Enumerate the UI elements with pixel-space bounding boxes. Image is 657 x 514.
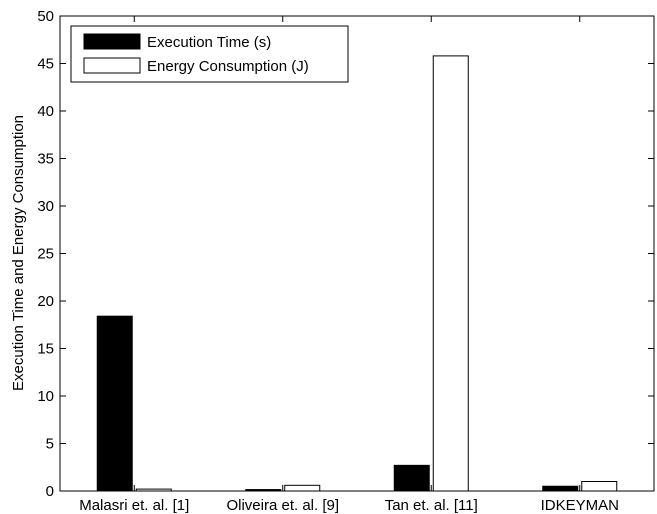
legend-swatch-execution-time — [83, 33, 141, 50]
x-tick-label: Malasri et. al. [1] — [79, 497, 189, 514]
x-tick-label: Oliveira et. al. [9] — [226, 497, 339, 514]
y-tick-label: 10 — [37, 388, 54, 405]
y-tick-label: 15 — [37, 341, 54, 358]
y-axis-label: Execution Time and Energy Consumption — [10, 115, 27, 391]
bar-energy-consumption-4 — [581, 481, 618, 492]
plot-frame — [59, 15, 655, 492]
legend-label-energy-consumption: Energy Consumption (J) — [147, 58, 309, 75]
y-tick-label: 0 — [46, 483, 54, 500]
x-tick-label: Tan et. al. [11] — [385, 497, 478, 514]
y-tick-label: 35 — [37, 151, 54, 168]
y-tick-label: 40 — [37, 103, 54, 120]
y-tick-label: 45 — [37, 56, 54, 73]
y-tick-label: 25 — [37, 246, 54, 263]
y-tick-label: 20 — [37, 293, 54, 310]
bar-execution-time-4 — [542, 485, 579, 492]
y-tick-label: 5 — [46, 436, 54, 453]
legend-swatch-energy-consumption — [83, 57, 141, 74]
x-tick-label: IDKEYMAN — [541, 497, 619, 514]
bar-execution-time-1 — [96, 315, 133, 492]
x-axis: Malasri et. al. [1] Oliveira et. al. [9] T… — [79, 16, 619, 514]
y-axis: 0 5 10 15 20 25 30 35 40 45 50 — [37, 8, 654, 500]
bar-energy-consumption-3 — [432, 55, 469, 492]
bar-execution-time-3 — [393, 464, 430, 492]
bar-energy-consumption-2 — [284, 484, 321, 492]
bars-group — [96, 55, 618, 492]
y-tick-label: 30 — [37, 198, 54, 215]
y-tick-label: 50 — [37, 8, 54, 25]
legend-label-execution-time: Execution Time (s) — [147, 34, 271, 51]
legend: Execution Time (s) Energy Consumption (J… — [70, 25, 349, 83]
